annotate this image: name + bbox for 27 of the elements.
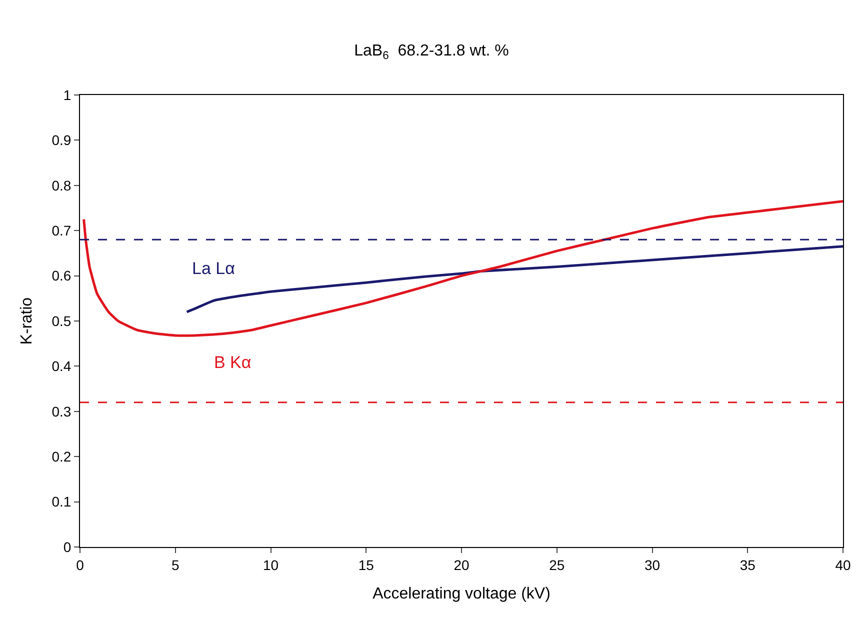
x-tick-label: 10 — [262, 556, 279, 573]
x-tick-label: 20 — [454, 556, 470, 573]
x-axis-title: Accelerating voltage (kV) — [372, 586, 550, 602]
y-tick-label: 0.6 — [52, 268, 72, 284]
x-tick-label: 30 — [644, 556, 660, 573]
x-tick-label: 5 — [171, 556, 180, 573]
y-axis-title: K-ratio — [18, 297, 36, 345]
y-tick-label: 0.3 — [52, 403, 72, 420]
line-series — [186, 245, 843, 314]
series-label: La Lα — [192, 259, 236, 278]
y-tick-label: 0.8 — [52, 177, 72, 194]
x-tick-label: 40 — [835, 556, 851, 573]
y-tick-label: 0.4 — [52, 358, 72, 374]
x-tick-label: 15 — [358, 556, 374, 573]
chart-title: LaB$_{6}$ 68.2-31.8 wt. % — [354, 42, 509, 62]
line-series — [82, 200, 843, 337]
y-tick-label: 0.1 — [52, 494, 72, 510]
x-tick-label: 35 — [740, 556, 756, 573]
y-tick-label: 0.5 — [52, 312, 72, 329]
y-tick-label: 0.7 — [52, 222, 72, 238]
y-tick-label: 0.2 — [52, 448, 72, 464]
y-tick-label: 0 — [63, 538, 72, 555]
y-tick-label: 0.9 — [52, 132, 72, 148]
x-tick-label: 25 — [549, 556, 565, 573]
y-tick-label: 1 — [63, 86, 72, 103]
x-tick-label: 0 — [76, 556, 84, 573]
series-label: B Kα — [214, 353, 252, 372]
